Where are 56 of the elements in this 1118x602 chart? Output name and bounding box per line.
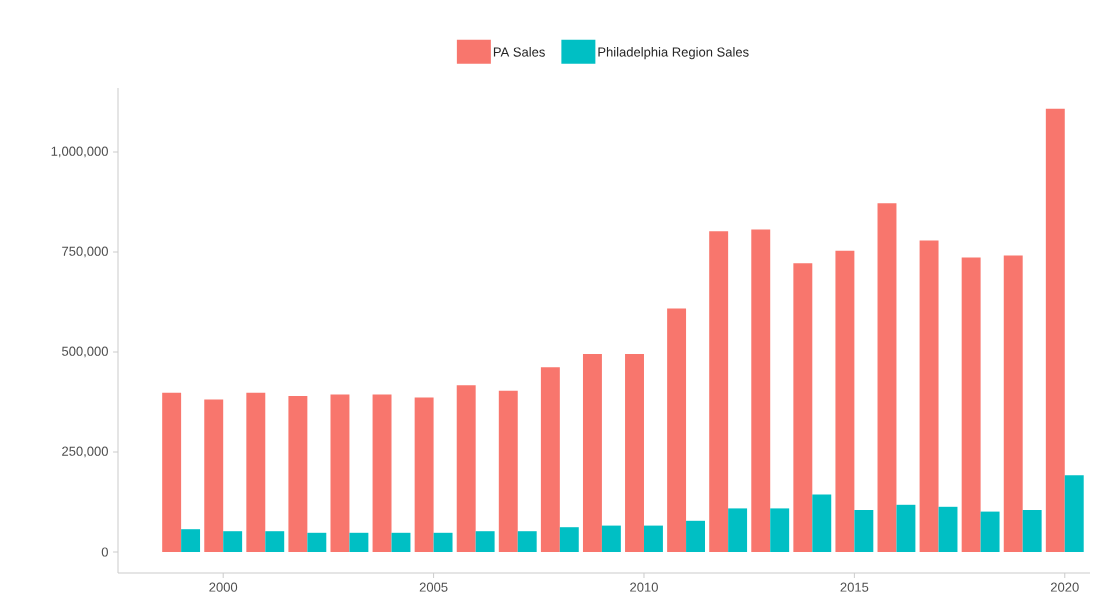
- bar: [686, 520, 705, 552]
- bar: [643, 525, 663, 552]
- bar: [601, 525, 621, 552]
- bar: [877, 203, 897, 552]
- bar: [204, 399, 224, 552]
- bar: [475, 531, 495, 552]
- bar: [540, 367, 560, 552]
- bar: [812, 494, 832, 552]
- x-tick-label: 2020: [1050, 582, 1079, 592]
- bar: [517, 531, 537, 552]
- bar: [854, 510, 874, 552]
- bar: [709, 231, 729, 552]
- bar: [433, 532, 453, 552]
- bar: [246, 392, 266, 552]
- bar: [265, 531, 285, 552]
- bar: [938, 506, 958, 552]
- bar: [961, 257, 981, 552]
- bar: [223, 531, 243, 552]
- x-tick-label: 2015: [840, 582, 869, 592]
- bar: [307, 532, 327, 552]
- x-tick-label: 2005: [419, 582, 448, 592]
- bar: [667, 308, 687, 552]
- y-tick-label: 250,000: [62, 446, 108, 458]
- bar: [288, 396, 308, 552]
- y-tick-label: 500,000: [62, 346, 108, 358]
- y-tick-label: 0: [101, 547, 108, 557]
- bar: [751, 229, 771, 552]
- bar: [1022, 510, 1042, 552]
- x-tick-label: 2000: [209, 582, 238, 592]
- bar: [181, 529, 201, 552]
- legend-label: Philadelphia Region Sales: [598, 47, 749, 60]
- bar: [1045, 108, 1065, 552]
- bar: [498, 390, 518, 552]
- bar: [414, 397, 434, 552]
- bar: [835, 250, 855, 552]
- bar: [896, 504, 916, 552]
- y-tick-label: 1,000,000: [51, 146, 108, 158]
- bar: [1064, 475, 1084, 552]
- bar: [372, 394, 392, 552]
- bar: [625, 353, 644, 552]
- bar: [456, 385, 476, 552]
- bar: [582, 353, 602, 552]
- bar: [980, 511, 1000, 552]
- bar: [349, 532, 369, 552]
- bar: [793, 263, 813, 552]
- bar: [559, 527, 579, 552]
- bar: [330, 394, 350, 552]
- legend-label: PA Sales: [493, 47, 545, 57]
- bar: [770, 508, 790, 552]
- bar: [1003, 255, 1023, 552]
- bar: [391, 532, 411, 552]
- y-tick-label: 750,000: [62, 246, 108, 258]
- bar: [919, 240, 939, 552]
- x-tick-label: 2010: [630, 582, 658, 592]
- bar: [728, 508, 748, 552]
- bar: [162, 392, 182, 552]
